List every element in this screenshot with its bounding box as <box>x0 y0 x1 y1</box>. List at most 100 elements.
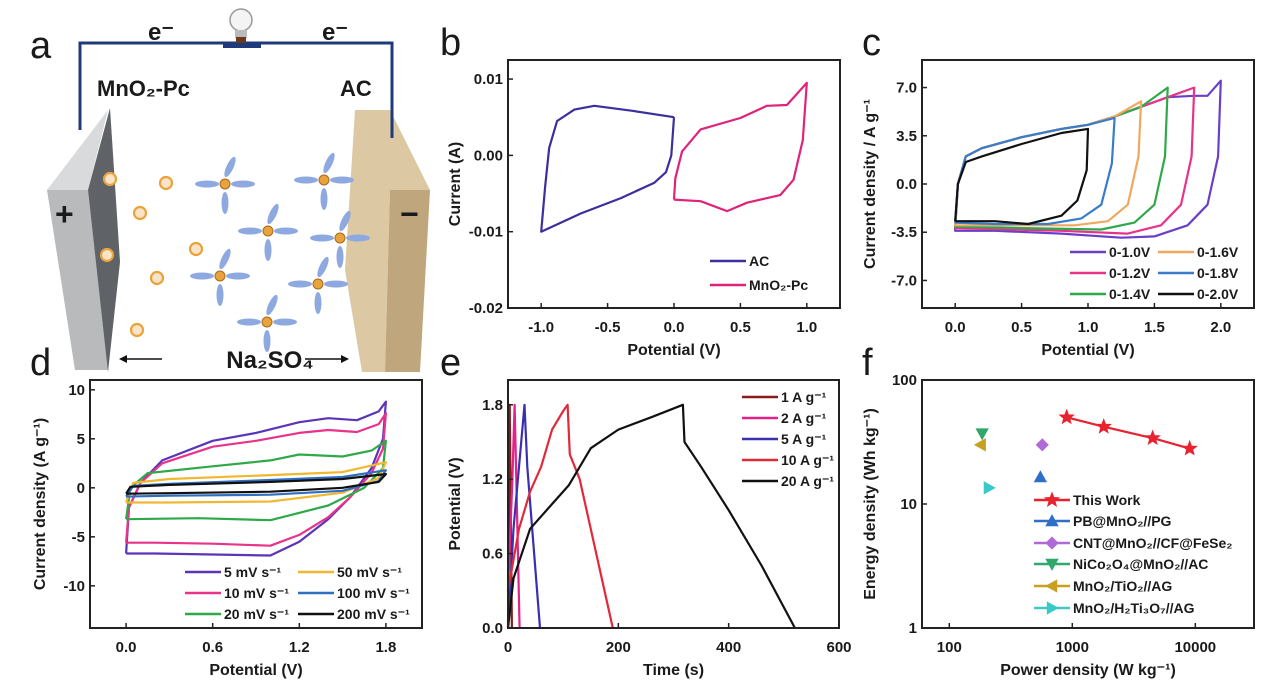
x-tick-label: -0.5 <box>595 319 621 336</box>
legend-item: PB@MnO₂//PG <box>1034 513 1172 529</box>
series-1 <box>540 104 676 233</box>
sulfate-ion <box>237 294 297 352</box>
x-tick-label: 1.0 <box>1078 319 1099 336</box>
legend-item: 50 mV s⁻¹ <box>298 564 402 580</box>
light-bulb-icon <box>229 8 253 43</box>
y-axis-label: Potential (V) <box>447 457 464 550</box>
sulfate-ion <box>288 256 348 314</box>
panel-a-schematic: a e⁻ e⁻ MnO₂-Pc AC + − Na₂SO₄ <box>30 8 430 374</box>
x-axis-label: Potential (V) <box>1041 342 1134 359</box>
y-tick-label: 0.00 <box>474 147 503 164</box>
x-tick-label: 0 <box>504 639 512 656</box>
legend-label: 1 A g⁻¹ <box>781 389 827 405</box>
legend-item: NiCo₂O₄@MnO₂//AC <box>1034 556 1208 572</box>
legend-label: 0-1.6V <box>1197 244 1239 260</box>
legend-label: 10 A g⁻¹ <box>781 452 834 468</box>
legend-label: This Work <box>1073 492 1141 508</box>
y-tick-label: 0.6 <box>482 546 503 563</box>
legend-label: CNT@MnO₂//CF@FeSe₂ <box>1073 535 1233 551</box>
series-line <box>506 403 796 629</box>
y-tick-label: 0.01 <box>474 71 503 88</box>
chart-panel-c: c 0.0 0.5 1.0 1.5 2.0 7.0 3.5 0.0 -3.5 -7.0 Potenti… <box>862 22 1255 359</box>
y-tick-label: 3.5 <box>896 128 917 145</box>
legend-label: 5 A g⁻¹ <box>781 431 827 447</box>
x-tick-label: 10000 <box>1174 639 1216 656</box>
series-4 <box>975 428 989 441</box>
legend-item: 2 A g⁻¹ <box>742 410 827 426</box>
data-point-marker <box>973 438 986 452</box>
legend-item: 0-2.0V <box>1158 286 1239 302</box>
data-point-marker <box>1046 601 1059 615</box>
sulfate-ion <box>310 210 370 268</box>
data-point-marker <box>1035 438 1049 452</box>
y-axis-label: Current density (A g⁻¹) <box>32 418 49 590</box>
legend-label: 0-1.4V <box>1109 286 1151 302</box>
series-line <box>125 412 387 547</box>
data-point-marker <box>1045 558 1059 571</box>
label-ac: AC <box>340 76 372 101</box>
y-tick-label: 1.8 <box>482 397 503 414</box>
y-tick-label: 0 <box>77 480 85 497</box>
sulfate-ion <box>238 203 298 261</box>
legend-label: 0-1.0V <box>1109 244 1151 260</box>
legend: AC MnO₂-Pc <box>710 253 808 293</box>
sodium-ion <box>158 175 174 191</box>
legend-label: 10 mV s⁻¹ <box>224 585 289 601</box>
y-axis-label: Current density / A g⁻¹ <box>862 99 879 269</box>
legend: 0-1.0V 0-1.2V 0-1.4V 0-1.6V 0-1.8V 0-2.0V <box>1070 244 1239 302</box>
legend-item: This Work <box>1034 491 1141 508</box>
series-4 <box>954 100 1143 227</box>
legend-label: 100 mV s⁻¹ <box>337 585 410 601</box>
series-line <box>954 86 1196 235</box>
y-tick-label: 1 <box>909 620 917 637</box>
panel-letter-f: f <box>862 342 873 384</box>
ions <box>99 152 370 352</box>
legend-label: MnO₂/TiO₂//AG <box>1073 578 1172 594</box>
x-tick-label: 600 <box>826 639 851 656</box>
legend-label: 2 A g⁻¹ <box>781 410 827 426</box>
panel-letter-c: c <box>862 22 881 64</box>
series-2 <box>506 403 521 629</box>
series-line <box>954 127 1090 226</box>
series-1 <box>125 400 387 557</box>
panel-letter-d: d <box>30 342 51 384</box>
legend-label: MnO₂-Pc <box>749 277 808 293</box>
right-electrode-face <box>345 110 430 372</box>
series-5 <box>954 116 1116 226</box>
data-point-marker <box>983 481 996 495</box>
y-tick-label: -0.02 <box>469 300 503 317</box>
legend-item: 100 mV s⁻¹ <box>298 585 410 601</box>
y-tick-label: 7.0 <box>896 80 917 97</box>
series-2 <box>954 86 1196 235</box>
legend-label: 20 mV s⁻¹ <box>224 606 289 622</box>
series-2 <box>672 81 808 213</box>
y-axis-label: Energy density (Wh kg⁻¹) <box>862 408 879 600</box>
legend-label: NiCo₂O₄@MnO₂//AC <box>1073 556 1208 572</box>
chart-panel-f: f 100 1000 10000 100 10 1 Power density (W kg⁻¹… <box>862 342 1255 679</box>
legend-label: 50 mV s⁻¹ <box>337 564 402 580</box>
data-point-marker <box>975 428 989 441</box>
panel-letter-e: e <box>440 342 461 384</box>
x-tick-label: 1000 <box>1056 639 1089 656</box>
y-tick-label: 5 <box>77 431 85 448</box>
legend-item: 0-1.6V <box>1158 244 1239 260</box>
left-electrode-side <box>47 110 108 190</box>
plot-frame <box>89 379 423 629</box>
arrow-right-icon <box>305 355 349 363</box>
y-tick-label: 10 <box>68 382 85 399</box>
sodium-ion <box>102 171 118 187</box>
series-line <box>954 116 1116 226</box>
data-point-marker <box>1043 491 1061 507</box>
legend-item: 5 A g⁻¹ <box>742 431 827 447</box>
sodium-ion <box>129 322 145 338</box>
x-axis-label: Power density (W kg⁻¹) <box>1000 662 1176 679</box>
legend-item: 20 mV s⁻¹ <box>185 606 289 622</box>
legend: This Work PB@MnO₂//PG CNT@MnO₂//CF@FeSe₂ Ni… <box>1034 491 1233 616</box>
chart-panel-b: b -1.0 -0.5 0.0 0.5 1.0 0.01 0.00 -0.01 -0.02 Pote… <box>440 22 841 359</box>
chart-panel-e: e 0 200 400 600 1.8 1.2 0.6 0.0 Time (s) Potential… <box>440 342 852 679</box>
series-line <box>540 104 676 233</box>
left-electrode-front <box>47 190 108 370</box>
data-point-marker <box>1033 470 1048 483</box>
y-tick-label: -0.01 <box>469 224 503 241</box>
